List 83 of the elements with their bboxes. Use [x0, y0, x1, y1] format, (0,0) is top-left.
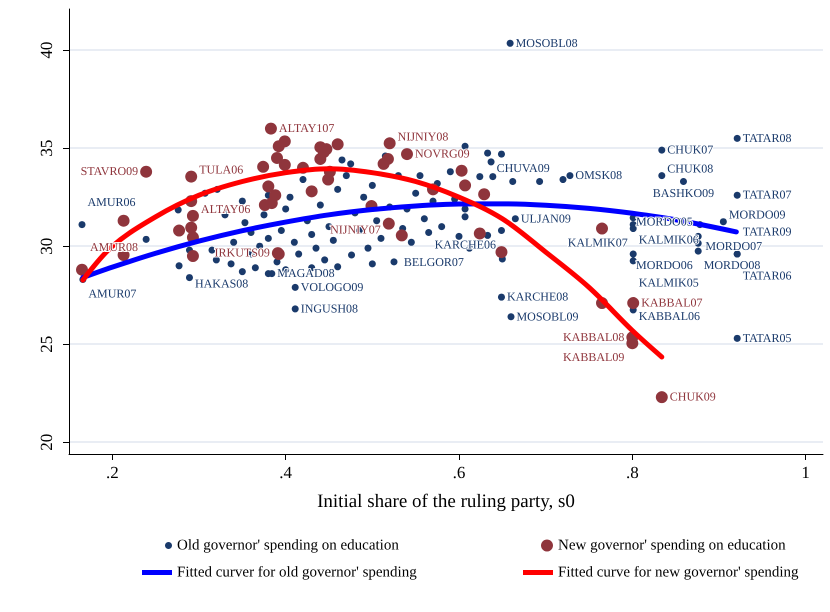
point — [627, 297, 640, 310]
legend-label: Old governor' spending on education — [177, 538, 400, 554]
point — [384, 137, 396, 150]
data-label: MOSOBL09 — [516, 309, 579, 324]
point — [656, 391, 668, 404]
x-axis-title: Initial share of the ruling party, s0 — [317, 491, 575, 512]
data-label: ALTAY06 — [200, 202, 250, 216]
point — [456, 164, 468, 177]
data-label: MORDO06 — [636, 258, 693, 272]
data-label: BASHKO09 — [652, 186, 714, 200]
point — [173, 224, 186, 237]
data-label: KABBAL08 — [562, 330, 624, 344]
data-label: KARCHE06 — [434, 237, 496, 252]
data-label: KALMIK07 — [568, 235, 628, 250]
point — [396, 229, 408, 242]
data-label: TULA06 — [199, 162, 244, 177]
data-label: ULJAN09 — [520, 211, 571, 226]
data-label: TATAR09 — [742, 224, 792, 238]
x-tick-label: .6 — [452, 463, 466, 482]
data-label: BELGOR07 — [404, 254, 464, 269]
point — [262, 180, 274, 192]
point — [186, 210, 199, 222]
data-label: NIJNIY08 — [398, 129, 448, 144]
point — [278, 158, 291, 171]
point — [76, 264, 88, 276]
data-label: KARCHE08 — [506, 290, 568, 304]
point — [186, 250, 199, 262]
y-tick-label: 35 — [37, 140, 56, 157]
data-label: AMUR06 — [88, 195, 136, 210]
data-label: OMSK08 — [575, 168, 622, 182]
point — [401, 148, 413, 160]
data-label: AMUR07 — [88, 286, 136, 300]
data-label: VOLOGO09 — [300, 280, 364, 294]
data-label: INGUSH08 — [300, 301, 358, 316]
point — [264, 122, 277, 135]
data-label: NOVRG09 — [415, 146, 470, 161]
point — [185, 170, 198, 183]
point — [332, 138, 344, 150]
data-label: MORDO07 — [705, 239, 762, 254]
data-label: KALMIK05 — [638, 276, 699, 290]
data-label: STAVRO09 — [80, 164, 138, 178]
point — [266, 197, 278, 210]
data-label: HAKAS08 — [194, 276, 248, 291]
point — [272, 140, 285, 152]
point — [271, 152, 283, 164]
point — [495, 246, 508, 258]
data-label: TATAR05 — [742, 330, 792, 345]
data-label: CHUK09 — [670, 390, 716, 404]
point — [314, 152, 326, 165]
y-tick-label: 30 — [37, 238, 56, 255]
point — [378, 158, 390, 170]
data-label: CHUK07 — [667, 142, 714, 157]
legend-label: Fitted curver for old governor' spending — [177, 564, 418, 580]
x-tick-label: 1 — [801, 463, 810, 482]
legend-label: Fitted curve for new governor' spending — [558, 564, 800, 580]
data-label: ALTAY107 — [278, 121, 334, 136]
y-tick-label: 20 — [37, 434, 56, 451]
data-label: TATAR07 — [742, 188, 792, 202]
data-label: TATAR08 — [742, 130, 792, 145]
data-label: MORDO09 — [728, 208, 786, 222]
data-label: CHUVA09 — [496, 160, 550, 175]
point — [478, 188, 490, 200]
x-tick-label: .4 — [279, 463, 293, 482]
point — [459, 179, 472, 192]
data-label: KABBAL07 — [641, 296, 703, 310]
point — [118, 214, 130, 227]
data-label: KABBAL09 — [562, 350, 624, 364]
point — [306, 185, 318, 198]
point — [382, 218, 395, 230]
point — [596, 222, 608, 235]
data-label: MOSOBL08 — [516, 36, 578, 50]
data-label: MAGAD08 — [277, 266, 335, 280]
point — [474, 227, 486, 240]
x-tick-label: .2 — [106, 463, 119, 482]
y-tick-label: 40 — [37, 42, 56, 59]
point — [257, 160, 270, 173]
data-label: KABBAL06 — [638, 308, 700, 323]
data-label: CHUK08 — [667, 162, 714, 176]
point — [185, 222, 198, 234]
y-tick-label: 25 — [37, 336, 56, 353]
point — [140, 166, 152, 178]
legend-label: New governor' spending on education — [558, 538, 786, 554]
x-tick-label: .8 — [626, 463, 639, 482]
